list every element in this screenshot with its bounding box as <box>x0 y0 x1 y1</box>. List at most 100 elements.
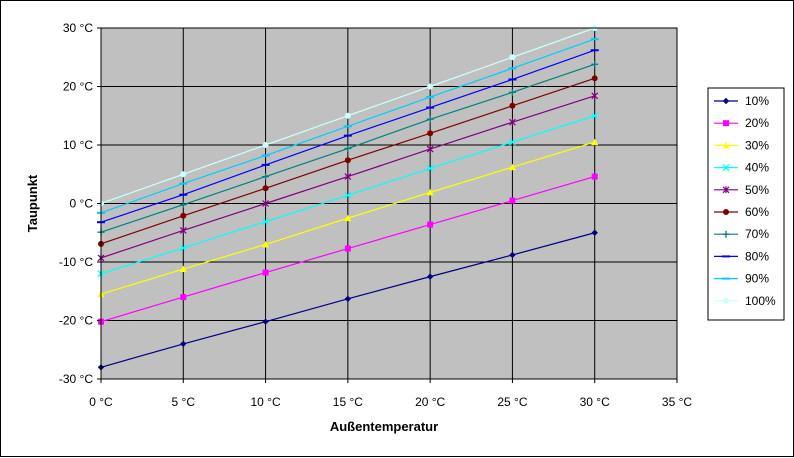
x-tick-label: 0 °C <box>89 395 113 409</box>
tick-labels: 0 °C 5 °C 10 °C 15 °C 20 °C 25 °C 30 °C 35 °C 30… <box>59 21 693 409</box>
data-point <box>344 214 352 222</box>
legend-marker <box>722 141 730 149</box>
data-point <box>508 138 516 146</box>
series-50pct <box>97 92 599 262</box>
data-point <box>344 295 352 303</box>
data-point <box>179 226 187 234</box>
legend-label: 100% <box>745 294 776 308</box>
data-point <box>179 265 187 273</box>
data-point <box>179 244 187 252</box>
x-tick-label: 15 °C <box>333 395 363 409</box>
data-point <box>591 138 599 146</box>
x-tick-label: 25 °C <box>497 395 527 409</box>
data-point <box>344 145 352 153</box>
legend-label: 80% <box>745 249 769 263</box>
data-point <box>427 130 434 137</box>
data-point <box>180 212 187 219</box>
y-tick-label: -10 °C <box>59 255 93 269</box>
data-point <box>426 115 434 123</box>
legend-marker <box>722 97 730 105</box>
data-point <box>426 164 434 172</box>
legend-label: 40% <box>745 161 769 175</box>
legend-item: 10% <box>714 94 769 108</box>
series-90pct <box>97 38 599 214</box>
data-point <box>344 112 351 119</box>
data-point <box>509 118 516 126</box>
legend-item: 70% <box>714 227 769 241</box>
x-tick-label: 10 °C <box>250 395 280 409</box>
y-tick-label: 0 °C <box>70 197 94 211</box>
data-point <box>262 269 269 276</box>
series-30pct <box>97 138 599 298</box>
legend-item: 80% <box>714 249 769 263</box>
data-point <box>508 88 516 96</box>
data-point <box>591 60 599 68</box>
data-point <box>591 229 598 236</box>
legend-box <box>707 87 785 321</box>
data-point <box>591 173 598 180</box>
data-point <box>509 251 516 259</box>
legend: 10% 20% 30% 40% 50% 60% 70% 80% 90% 100% <box>707 87 785 321</box>
data-point <box>427 221 434 228</box>
legend-item: 30% <box>714 138 769 152</box>
data-point <box>426 188 434 196</box>
data-point <box>262 142 269 148</box>
data-point <box>591 112 599 120</box>
legend-item: 20% <box>714 116 769 130</box>
data-point <box>180 171 187 178</box>
data-point <box>508 163 516 171</box>
y-tick-label: -20 °C <box>59 314 93 328</box>
data-point <box>344 191 352 199</box>
data-point <box>262 318 269 325</box>
data-point <box>344 157 351 164</box>
series-lines <box>97 25 599 371</box>
data-point <box>509 102 516 109</box>
y-tick-label: 10 °C <box>63 138 93 152</box>
legend-marker <box>723 120 729 127</box>
data-point <box>179 201 187 209</box>
data-point <box>180 294 187 301</box>
legend-marker <box>723 209 729 215</box>
x-tick-label: 5 °C <box>172 395 196 409</box>
y-tick-label: -30 °C <box>59 372 93 386</box>
legend-marker <box>722 186 730 194</box>
data-point <box>591 75 598 82</box>
y-tick-label: 20 °C <box>63 80 93 94</box>
data-point <box>262 218 270 226</box>
data-point <box>427 83 434 90</box>
y-axis-title: Taupunkt <box>25 174 40 232</box>
y-tick-label: 30 °C <box>63 21 93 35</box>
legend-item: 40% <box>714 161 769 175</box>
data-point <box>344 245 351 252</box>
x-tick-label: 30 °C <box>580 395 610 409</box>
legend-label: 90% <box>745 272 769 286</box>
legend-marker <box>722 164 730 172</box>
legend-item: 100% <box>714 294 776 308</box>
data-point <box>426 145 434 153</box>
legend-label: 50% <box>745 183 769 197</box>
x-tick-label: 35 °C <box>662 395 692 409</box>
data-point <box>591 92 599 100</box>
legend-marker <box>723 297 729 304</box>
data-point <box>509 54 516 61</box>
series-40pct <box>97 112 599 278</box>
legend-label: 10% <box>745 94 769 108</box>
data-point <box>509 197 516 204</box>
data-point <box>344 173 352 181</box>
data-point <box>262 185 269 192</box>
series-60pct <box>98 75 598 247</box>
data-point <box>262 240 270 248</box>
legend-marker <box>722 230 730 238</box>
data-point <box>180 340 187 348</box>
x-axis-title: Außentemperatur <box>330 419 438 434</box>
series-80pct <box>97 49 599 224</box>
series-10pct <box>97 229 598 371</box>
legend-label: 60% <box>745 205 769 219</box>
axes <box>97 27 678 383</box>
legend-label: 30% <box>745 138 769 152</box>
legend-item: 60% <box>714 205 769 219</box>
legend-item: 50% <box>714 183 769 197</box>
x-tick-label: 20 °C <box>415 395 445 409</box>
